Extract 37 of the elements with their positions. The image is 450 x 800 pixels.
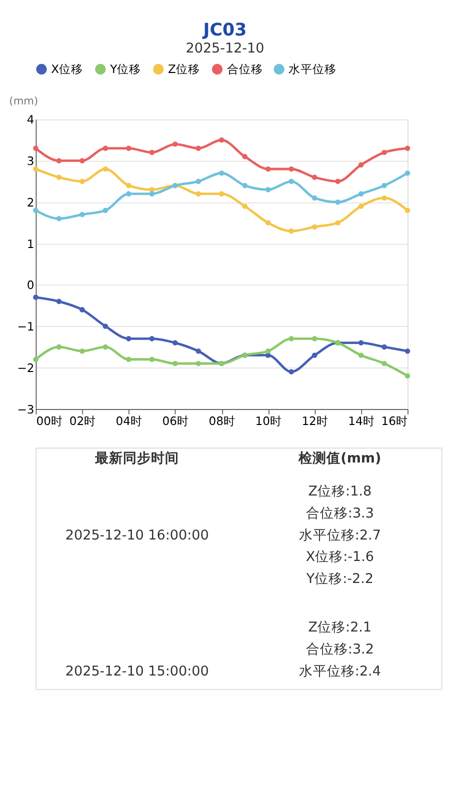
y-tick-label: 0: [26, 278, 34, 292]
text: 合位移:3.3: [306, 505, 374, 522]
y-tick-label: −1: [17, 320, 34, 334]
text: 合位移:3.2: [306, 641, 374, 658]
x-tick-label: 00时: [36, 414, 63, 428]
y-tick-label: −3: [17, 402, 34, 416]
text: 水平位移:2.4: [298, 663, 381, 680]
text: Z位移:1.8: [308, 483, 372, 500]
y-axis-title: (mm): [9, 94, 38, 108]
x-tick-label: 02时: [69, 414, 96, 428]
x-tick-label: 08时: [208, 414, 236, 428]
text: Y位移:-2.2: [305, 571, 374, 588]
x-tick-label: 04时: [116, 414, 143, 428]
x-tick-label: 14时: [348, 414, 375, 428]
x-tick-label: 12时: [302, 414, 328, 428]
x-tick-label: 06时: [162, 414, 189, 428]
legend-label: 水平位移: [288, 62, 337, 76]
legend-label: Z位移: [168, 62, 200, 76]
y-tick-label: 3: [26, 154, 34, 168]
y-tick-label: −2: [17, 360, 34, 375]
legend-label: X位移: [51, 62, 84, 76]
legend-label: 合位移: [226, 62, 263, 76]
y-tick-label: 4: [26, 112, 34, 127]
text: 水平位移:2.7: [298, 527, 381, 544]
text: 2025-12-10 15:00:00: [65, 663, 209, 680]
text: 检测值(mm): [298, 450, 382, 466]
chart-subtitle: 2025-12-10: [186, 40, 264, 57]
legend-label: Y位移: [109, 62, 142, 76]
x-tick-label: 16时: [381, 414, 408, 428]
y-tick-label: 1: [26, 236, 34, 251]
text: 2025-12-10 16:00:00: [65, 527, 209, 544]
text: X位移:-1.6: [306, 549, 374, 566]
x-tick-label: 10时: [255, 414, 282, 428]
chart-title: JC03: [202, 20, 247, 40]
y-tick-label: 2: [26, 195, 34, 210]
text: Z位移:2.1: [308, 619, 372, 636]
text: 最新同步时间: [94, 449, 180, 466]
